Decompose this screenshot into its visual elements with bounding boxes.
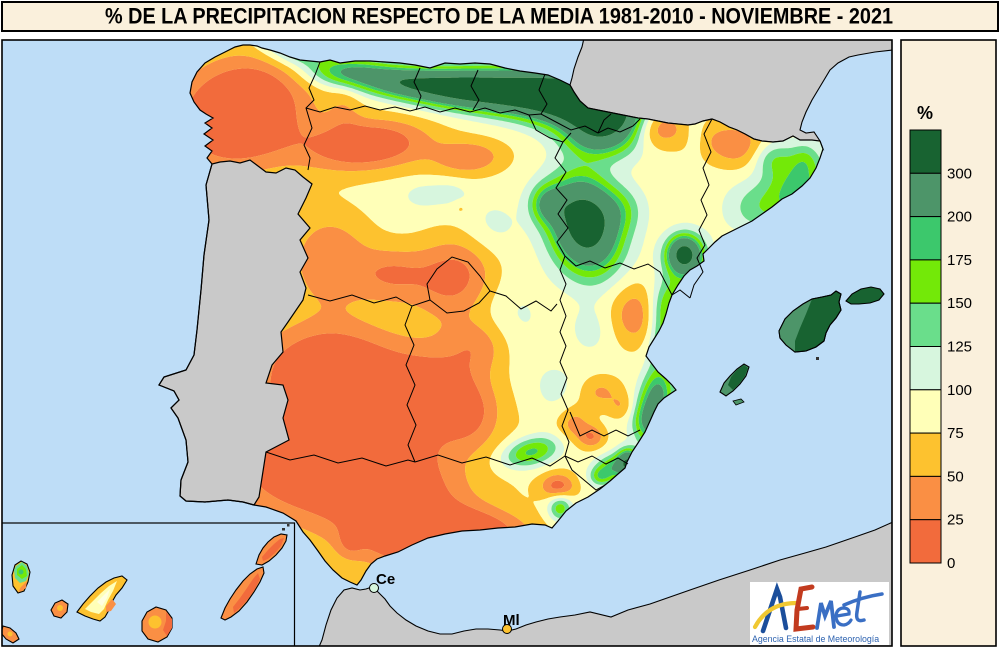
svg-text:%: %	[917, 103, 933, 123]
svg-text:25: 25	[947, 512, 964, 529]
svg-text:150: 150	[947, 295, 972, 312]
svg-text:200: 200	[947, 209, 972, 226]
svg-text:175: 175	[947, 252, 972, 269]
svg-text:50: 50	[947, 468, 964, 485]
svg-text:Ml: Ml	[503, 612, 520, 629]
svg-text:75: 75	[947, 425, 964, 442]
svg-text:% DE LA PRECIPITACION RESPECTO: % DE LA PRECIPITACION RESPECTO DE LA MED…	[105, 4, 893, 29]
svg-text:100: 100	[947, 382, 972, 399]
svg-text:Agencia Estatal de Meteorologí: Agencia Estatal de Meteorología	[752, 634, 879, 644]
svg-text:300: 300	[947, 165, 972, 182]
svg-text:Ce: Ce	[376, 571, 395, 588]
svg-text:0: 0	[947, 555, 955, 572]
svg-text:125: 125	[947, 339, 972, 356]
